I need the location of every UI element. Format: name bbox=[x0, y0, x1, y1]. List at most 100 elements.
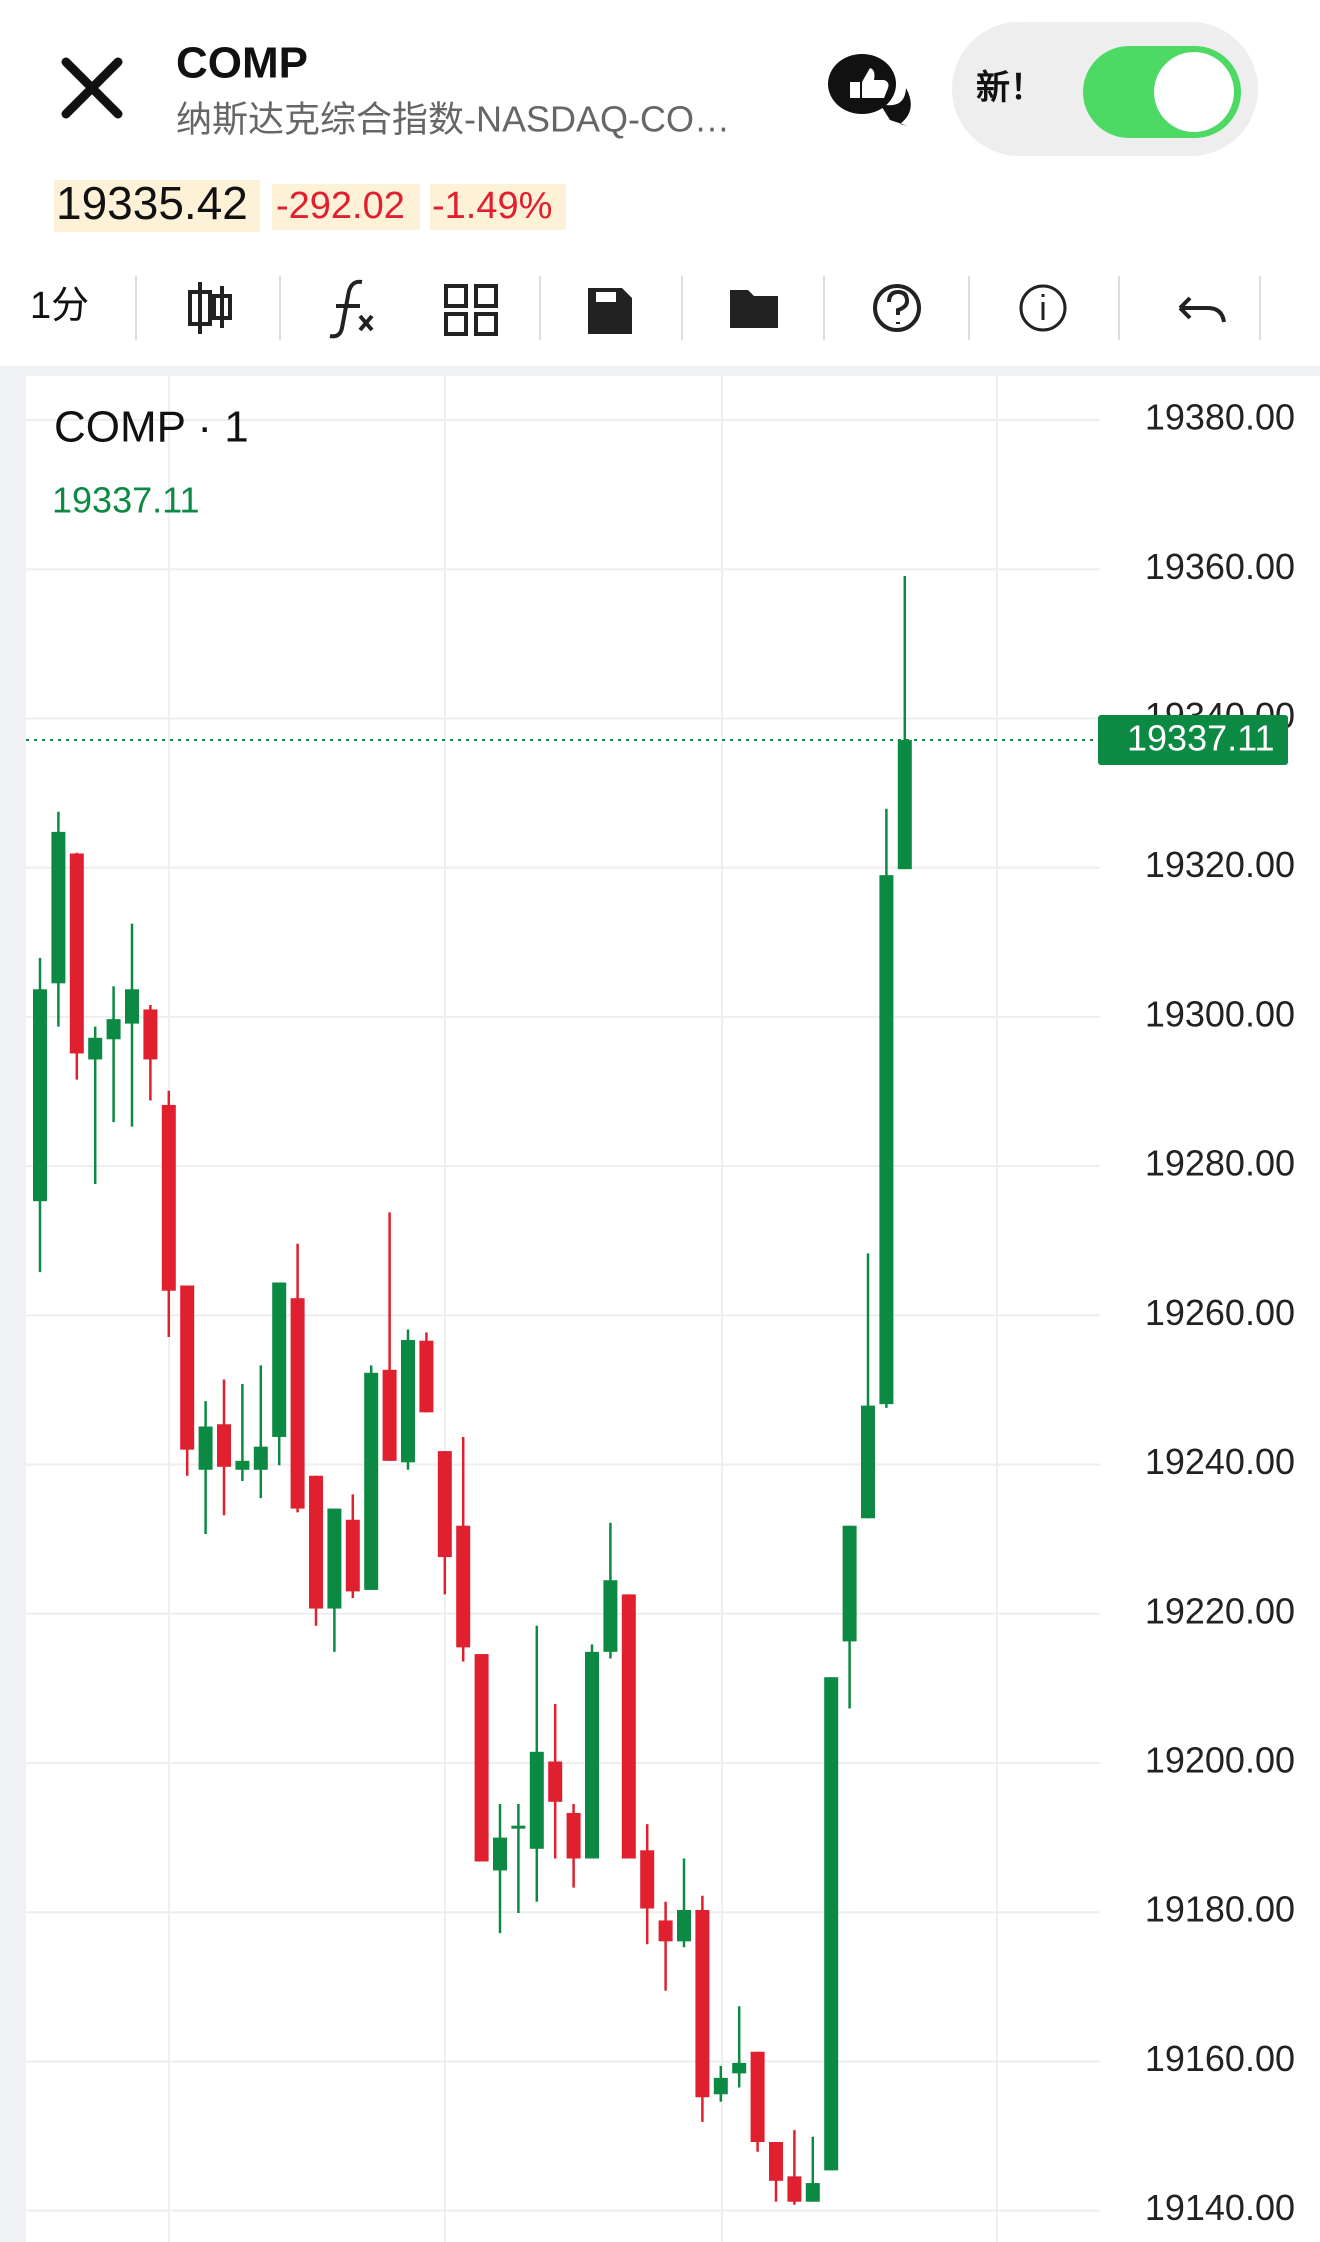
separators bbox=[135, 276, 1261, 340]
change-bg bbox=[272, 184, 420, 230]
symbol: COMP bbox=[176, 39, 308, 88]
help-icon bbox=[873, 284, 921, 332]
candle-body bbox=[695, 1909, 710, 2098]
candle-body bbox=[272, 1282, 287, 1437]
candle-body bbox=[345, 1519, 360, 1592]
candle-body bbox=[327, 1508, 342, 1609]
divider bbox=[0, 366, 1320, 376]
grid-icon bbox=[444, 284, 498, 336]
last-value: 19337.11 bbox=[52, 480, 199, 521]
y-tick-label: 19160.00 bbox=[1145, 2038, 1295, 2079]
price-bg bbox=[54, 180, 260, 232]
candle-body bbox=[217, 1424, 231, 1467]
close-button[interactable] bbox=[61, 57, 123, 119]
info-icon bbox=[1019, 284, 1067, 332]
candle-body bbox=[621, 1594, 636, 1859]
candle-body bbox=[566, 1812, 581, 1859]
candle-body bbox=[51, 831, 66, 984]
candle-body bbox=[125, 989, 139, 1024]
y-tick-label: 19360.00 bbox=[1145, 546, 1295, 587]
switch-knob bbox=[1154, 52, 1234, 132]
y-tick-label: 19380.00 bbox=[1145, 397, 1295, 438]
y-tick-label: 19240.00 bbox=[1145, 1441, 1295, 1482]
toolbar: 1分 bbox=[30, 276, 1261, 340]
candle-body bbox=[419, 1340, 434, 1413]
toggle-label: 新！ bbox=[976, 69, 1044, 107]
candle-body bbox=[161, 1104, 176, 1291]
price: 19335.42 bbox=[56, 177, 248, 229]
candle-body bbox=[456, 1525, 471, 1648]
interval-button[interactable]: 1分 bbox=[30, 285, 89, 327]
y-tick-label: 19140.00 bbox=[1145, 2187, 1295, 2228]
candle-body bbox=[548, 1761, 563, 1802]
candle-body bbox=[235, 1460, 250, 1470]
candle-body bbox=[529, 1751, 544, 1849]
fx-icon bbox=[329, 279, 374, 339]
undo-icon bbox=[1178, 296, 1226, 323]
thumb-icon bbox=[850, 68, 889, 98]
candle-body bbox=[401, 1339, 415, 1463]
open-button[interactable] bbox=[730, 290, 778, 328]
candle-body bbox=[750, 2051, 765, 2143]
candle-body bbox=[585, 1651, 599, 1859]
candle-body bbox=[603, 1580, 618, 1652]
candle-body bbox=[824, 1677, 839, 2171]
y-tick-label: 19260.00 bbox=[1145, 1292, 1295, 1333]
candle-body bbox=[897, 740, 912, 870]
candle-body bbox=[309, 1475, 323, 1609]
candle-body bbox=[364, 1372, 379, 1590]
overlay: 19337.11 bbox=[26, 715, 1288, 766]
last-price-box bbox=[1098, 715, 1288, 766]
layout-button[interactable] bbox=[444, 284, 498, 336]
candle-body bbox=[106, 1019, 121, 1040]
save-button[interactable] bbox=[588, 288, 632, 334]
chart-title: COMP · 1 bbox=[54, 403, 249, 452]
candle-body bbox=[437, 1451, 452, 1558]
candle-body bbox=[879, 875, 894, 1405]
candle-body bbox=[474, 1654, 489, 1862]
candle-body bbox=[69, 853, 84, 1054]
candle-body bbox=[805, 2183, 820, 2202]
indicator-button[interactable] bbox=[329, 279, 374, 339]
candle-body bbox=[88, 1037, 103, 1060]
change-pct-bg bbox=[430, 184, 566, 230]
candle-body bbox=[861, 1405, 875, 1519]
candle-body bbox=[640, 1850, 655, 1909]
help-button[interactable] bbox=[873, 284, 921, 332]
left-strip bbox=[0, 376, 26, 2242]
candle-body bbox=[33, 989, 47, 1202]
candle-body bbox=[253, 1446, 268, 1470]
candle-body bbox=[769, 2142, 783, 2181]
close-icon bbox=[61, 57, 123, 119]
candle-body bbox=[842, 1525, 857, 1642]
y-tick-label: 19220.00 bbox=[1145, 1590, 1295, 1631]
candle-body bbox=[658, 1920, 673, 1942]
y-tick-label: 19200.00 bbox=[1145, 1740, 1295, 1781]
info-button[interactable] bbox=[1019, 284, 1067, 332]
candle-body bbox=[787, 2176, 802, 2202]
candle-icon bbox=[188, 282, 232, 334]
chart-type-button[interactable] bbox=[188, 282, 232, 334]
new-toggle[interactable]: 新！ bbox=[952, 22, 1258, 156]
change: -292.02 bbox=[276, 185, 405, 227]
candle-body bbox=[198, 1426, 213, 1470]
candle-body bbox=[143, 1009, 158, 1060]
save-icon bbox=[596, 292, 616, 302]
candle-body bbox=[732, 2062, 747, 2074]
y-tick-label: 19280.00 bbox=[1145, 1143, 1295, 1184]
candles bbox=[33, 575, 912, 2205]
y-tick-label: 19300.00 bbox=[1145, 993, 1295, 1034]
candle-body bbox=[511, 1825, 526, 1829]
change-pct: -1.49% bbox=[432, 185, 552, 227]
last-price-label: 19337.11 bbox=[1127, 718, 1274, 759]
bubble-icon bbox=[880, 88, 911, 126]
undo-button[interactable] bbox=[1178, 296, 1226, 323]
candle-body bbox=[180, 1285, 195, 1450]
candle-body bbox=[493, 1837, 507, 1871]
candle-body bbox=[382, 1369, 397, 1461]
community-button[interactable] bbox=[828, 54, 911, 126]
y-tick-label: 19320.00 bbox=[1145, 844, 1295, 885]
candle-body bbox=[677, 1909, 691, 1942]
